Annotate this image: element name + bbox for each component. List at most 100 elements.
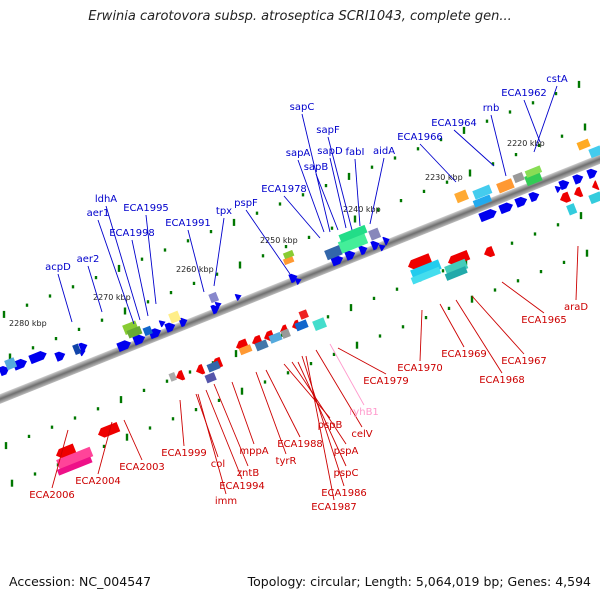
forward-tick xyxy=(192,281,196,285)
bottom-gene-label: pspC xyxy=(334,468,359,479)
reverse-tick xyxy=(148,426,152,430)
forward-gene-arrow-shape xyxy=(54,351,66,362)
label-leader xyxy=(301,113,331,233)
label-leader xyxy=(205,389,243,480)
feature-block xyxy=(588,191,600,205)
feature-block-shape xyxy=(588,145,600,159)
scale-label: 2250 kbp xyxy=(260,236,298,245)
top-gene-label: tpx xyxy=(216,206,232,217)
forward-gene-arrow xyxy=(572,174,584,185)
top-gene-label: cstA xyxy=(546,74,568,85)
bottom-gene-label: ECA1970 xyxy=(397,363,443,374)
feature-block-shape xyxy=(472,184,493,200)
forward-tick xyxy=(330,226,334,230)
feature-block-shape xyxy=(206,360,221,373)
label-leader xyxy=(305,355,335,501)
forward-gene-arrow xyxy=(498,202,513,215)
top-gene-label: aidA xyxy=(373,146,395,157)
forward-gene-arrow-shape xyxy=(78,342,88,353)
scale-label: 2220 kbp xyxy=(507,139,545,148)
reverse-gene-arrow-shape xyxy=(98,421,121,438)
top-gene-label: sapD xyxy=(317,146,343,157)
reverse-tick xyxy=(378,334,382,338)
forward-gene-arrow xyxy=(214,301,222,309)
top-gene-label: ldhA xyxy=(95,194,117,205)
feature-block xyxy=(524,165,543,178)
forward-tick xyxy=(123,307,127,315)
bottom-gene-label: ECA2006 xyxy=(29,490,75,501)
forward-gene-arrow-shape xyxy=(514,196,528,208)
feature-block xyxy=(368,227,382,241)
feature-block-shape xyxy=(280,328,291,339)
feature-block-shape xyxy=(126,325,143,339)
reverse-tick xyxy=(470,295,474,303)
feature-block-shape xyxy=(282,255,295,266)
forward-gene-arrow xyxy=(370,240,380,251)
feature-block xyxy=(410,259,442,280)
feature-block-shape xyxy=(4,357,18,371)
top-gene-label: ECA1991 xyxy=(165,218,211,229)
label-leader xyxy=(283,363,331,419)
label-leader xyxy=(265,369,301,438)
reverse-tick xyxy=(286,371,290,375)
feature-block-shape xyxy=(566,203,578,216)
forward-tick xyxy=(514,153,518,157)
reverse-tick xyxy=(332,352,336,356)
forward-gene-arrow-shape xyxy=(478,208,497,223)
forward-gene-arrow xyxy=(294,277,302,285)
forward-tick xyxy=(25,303,29,307)
forward-tick xyxy=(77,327,81,331)
bottom-gene-label: ECA1968 xyxy=(479,375,525,386)
forward-tick xyxy=(71,285,75,289)
label-leader xyxy=(354,158,361,227)
forward-tick xyxy=(54,337,58,341)
reverse-tick xyxy=(33,472,37,476)
forward-tick xyxy=(445,180,449,184)
feature-block-shape xyxy=(168,372,178,382)
forward-tick xyxy=(537,143,541,147)
reverse-tick xyxy=(533,232,537,236)
top-gene-label: ECA1998 xyxy=(109,228,155,239)
bottom-gene-label: araD xyxy=(564,302,588,313)
feature-block xyxy=(512,171,525,184)
reverse-tick xyxy=(102,444,106,448)
forward-gene-arrow xyxy=(330,255,344,267)
feature-block xyxy=(410,266,442,285)
bottom-gene-label: ECA2004 xyxy=(75,476,121,487)
reverse-tick xyxy=(349,304,353,312)
forward-gene-arrow-shape xyxy=(382,236,390,246)
feature-block-shape xyxy=(524,171,543,187)
feature-block-shape xyxy=(444,258,469,277)
feature-block-shape xyxy=(368,227,382,241)
feature-block-shape xyxy=(524,165,543,178)
label-leader xyxy=(51,429,69,489)
forward-tick xyxy=(491,162,495,166)
top-gene-label: sapB xyxy=(304,162,329,173)
feature-block-shape xyxy=(472,194,493,208)
feature-block xyxy=(566,203,578,216)
forward-tick xyxy=(284,245,288,249)
feature-block xyxy=(268,331,283,344)
bottom-gene-label: ECA1987 xyxy=(311,502,357,513)
feature-block xyxy=(588,145,600,159)
reverse-tick xyxy=(4,442,8,450)
feature-block-shape xyxy=(512,171,525,184)
forward-tick xyxy=(301,193,305,197)
top-gene-label: acpD xyxy=(45,262,71,273)
reverse-tick xyxy=(240,387,244,395)
top-gene-label: ECA1962 xyxy=(501,88,547,99)
feature-block-shape xyxy=(312,317,327,332)
label-leader xyxy=(283,195,321,239)
forward-tick xyxy=(439,138,443,142)
label-leader xyxy=(255,371,287,455)
bottom-gene-label: imm xyxy=(215,496,237,507)
reverse-gene-arrow xyxy=(176,369,186,381)
label-leader xyxy=(131,239,149,317)
forward-tick xyxy=(307,235,311,239)
forward-tick xyxy=(163,248,167,252)
forward-gene-arrow-shape xyxy=(294,277,302,285)
top-gene-label: rnb xyxy=(483,103,500,114)
label-leader xyxy=(329,157,347,229)
reverse-tick xyxy=(50,425,54,429)
label-leader xyxy=(533,85,558,153)
